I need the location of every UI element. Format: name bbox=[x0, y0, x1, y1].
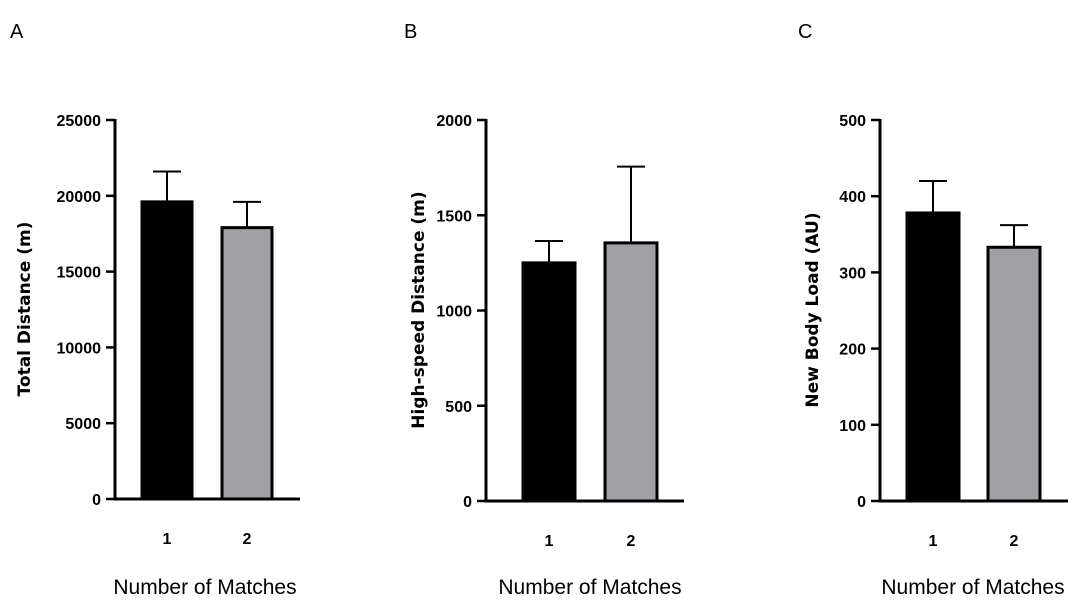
panel-a: A 1 2 0 5000 10000 15000 20000 25000 Total Distan… bbox=[10, 21, 300, 599]
y-tick-label: 5000 bbox=[65, 416, 101, 433]
bar-1 bbox=[521, 261, 577, 503]
y-tick-label: 25000 bbox=[57, 113, 102, 130]
x-axis-title: Number of Matches bbox=[881, 576, 1064, 599]
y-axis-title: High-speed Distance (m) bbox=[409, 191, 429, 428]
x-tick-label: 1 bbox=[545, 533, 554, 550]
y-tick-label: 15000 bbox=[57, 265, 102, 282]
y-tick-label: 0 bbox=[463, 494, 472, 511]
bar-2 bbox=[603, 241, 659, 503]
y-tick-label: 100 bbox=[839, 418, 866, 435]
y-tick-label: 500 bbox=[839, 113, 866, 130]
panel-c: C 1 2 0 100 200 300 400 500 New Body Load (AU) Num… bbox=[798, 21, 1068, 599]
x-tick-label: 1 bbox=[929, 533, 938, 550]
y-tick-label: 20000 bbox=[57, 189, 102, 206]
y-tick-label: 400 bbox=[839, 189, 866, 206]
panel-letter: C bbox=[798, 21, 812, 43]
x-tick-label: 2 bbox=[1010, 533, 1019, 550]
x-tick-label: 2 bbox=[627, 533, 636, 550]
y-tick-label: 2000 bbox=[436, 113, 472, 130]
panel-letter: B bbox=[404, 21, 417, 43]
y-tick-label: 500 bbox=[445, 399, 472, 416]
y-axis-title: Total Distance (m) bbox=[15, 222, 35, 397]
y-tick-label: 300 bbox=[839, 265, 866, 282]
x-tick-label: 1 bbox=[163, 531, 172, 548]
y-tick-label: 0 bbox=[857, 494, 866, 511]
bar-1 bbox=[140, 200, 194, 501]
bar-2 bbox=[220, 226, 274, 501]
y-tick-label: 1000 bbox=[436, 304, 472, 321]
y-tick-label: 10000 bbox=[57, 340, 102, 357]
panel-b: B 1 2 0 500 1000 1500 2000 High-speed Distance (… bbox=[404, 21, 684, 599]
x-axis-title: Number of Matches bbox=[498, 576, 681, 599]
x-axis-title: Number of Matches bbox=[113, 576, 296, 599]
y-axis-title: New Body Load (AU) bbox=[803, 212, 823, 407]
bar-2 bbox=[986, 245, 1042, 503]
y-tick-label: 1500 bbox=[436, 208, 472, 225]
y-tick-label: 0 bbox=[92, 492, 101, 509]
bar-1 bbox=[905, 211, 961, 503]
y-tick-label: 200 bbox=[839, 342, 866, 359]
x-tick-label: 2 bbox=[243, 531, 252, 548]
panel-letter: A bbox=[10, 21, 24, 43]
